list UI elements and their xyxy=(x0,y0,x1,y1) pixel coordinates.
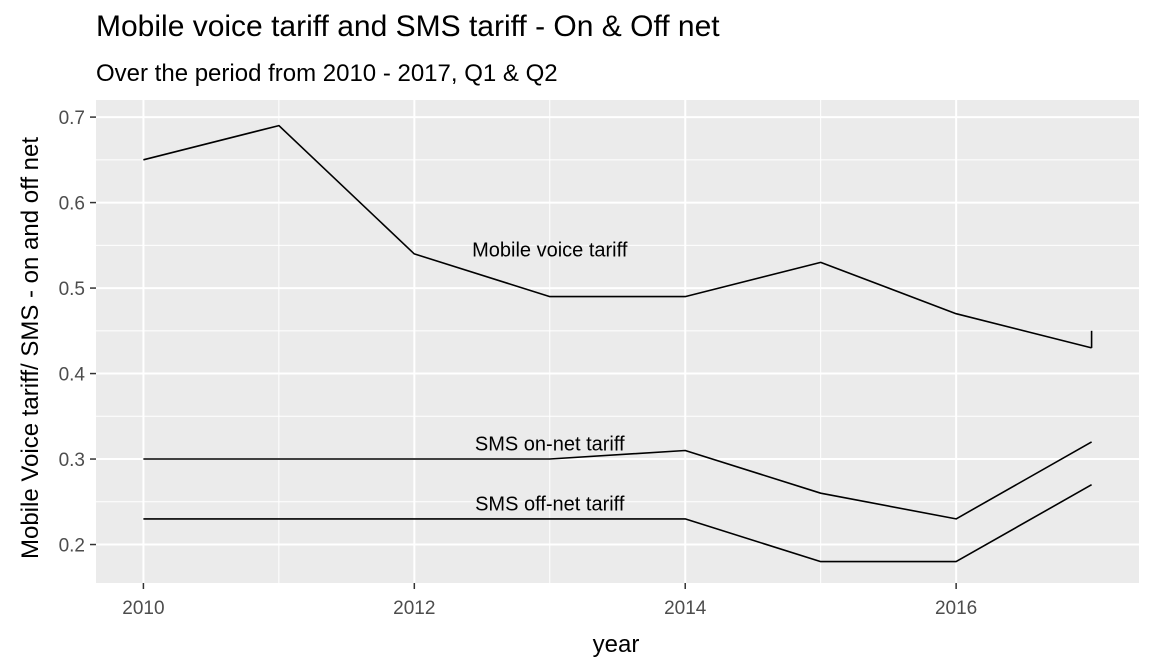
y-tick-label: 0.4 xyxy=(59,365,86,386)
series-labels: Mobile voice tariff SMS on-net tariff SMS … xyxy=(472,240,628,516)
y-tick-label: 0.2 xyxy=(59,536,85,557)
series-line-1 xyxy=(143,441,1092,520)
y-tick-label: 0.6 xyxy=(59,194,85,215)
series-line-0 xyxy=(143,124,1092,349)
series-label-2: SMS off-net tariff xyxy=(475,493,625,515)
x-tick-label: 2014 xyxy=(664,598,707,619)
x-axis-title: year xyxy=(593,631,640,658)
chart-title: Mobile voice tariff and SMS tariff - On … xyxy=(96,10,720,43)
series-line-2 xyxy=(143,484,1092,563)
axis-ticks xyxy=(90,116,957,589)
major-gridlines xyxy=(96,100,1139,583)
tick-labels: 2010 2012 2014 2016 0.2 0.3 0.4 0.5 0.6 0.7 xyxy=(59,108,978,619)
y-tick-label: 0.3 xyxy=(59,450,85,471)
y-tick-label: 0.7 xyxy=(59,108,85,129)
x-tick-label: 2012 xyxy=(393,598,435,619)
x-tick-label: 2016 xyxy=(935,598,977,619)
series-label-0: Mobile voice tariff xyxy=(472,240,628,262)
minor-gridlines xyxy=(96,100,1139,583)
series-label-1: SMS on-net tariff xyxy=(475,434,625,456)
chart-subtitle: Over the period from 2010 - 2017, Q1 & Q… xyxy=(96,60,558,87)
series-lines xyxy=(143,124,1093,563)
y-axis-title: Mobile Voice tariff/ SMS - on and off ne… xyxy=(17,137,44,559)
x-tick-label: 2010 xyxy=(122,598,164,619)
y-tick-label: 0.5 xyxy=(59,279,85,300)
plot-panel xyxy=(96,100,1139,583)
